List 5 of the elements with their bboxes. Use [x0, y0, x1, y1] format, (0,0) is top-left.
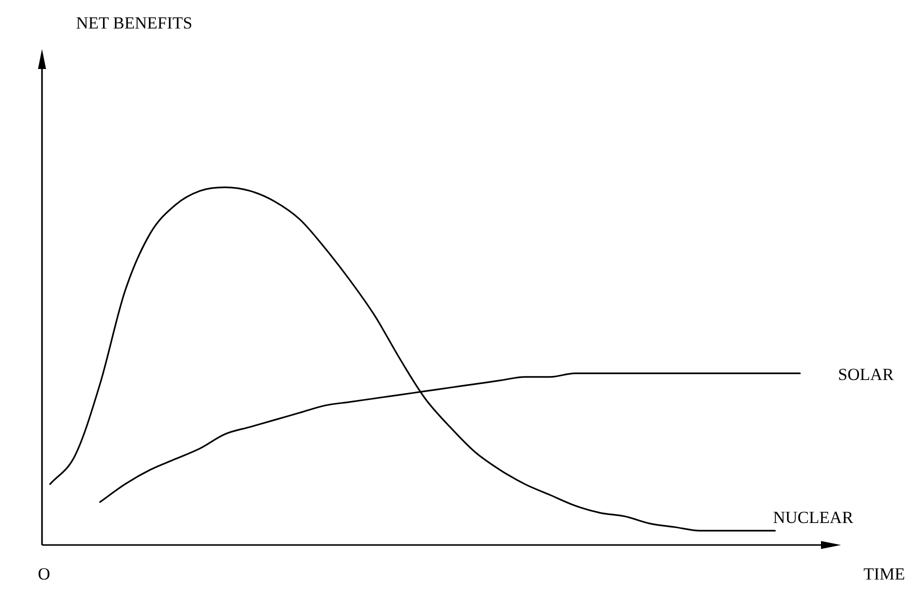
text: O [38, 564, 50, 584]
text: NET BENEFITS [76, 13, 192, 32]
text: SOLAR [838, 364, 894, 384]
x-axis-title: TIME [863, 564, 905, 584]
series-label: NUCLEAR [773, 508, 854, 528]
